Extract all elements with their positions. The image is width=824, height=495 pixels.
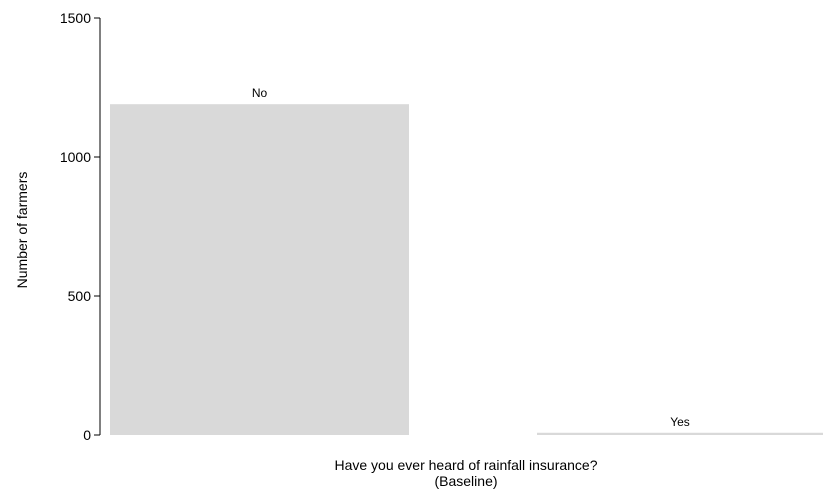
bar-label-yes: Yes [670, 415, 690, 429]
y-axis-title: Number of farmers [14, 172, 30, 289]
y-tick-label: 1500 [60, 10, 91, 26]
y-tick-label: 500 [68, 288, 92, 304]
y-tick-label: 0 [83, 427, 91, 443]
bars-group: No Yes [110, 86, 823, 436]
bar-no [110, 104, 409, 436]
bar-label-no: No [252, 86, 268, 100]
y-axis: 0 500 1000 1500 [60, 10, 101, 443]
x-axis-subtitle: (Baseline) [434, 473, 497, 489]
bar-yes [537, 432, 823, 435]
y-tick-label: 1000 [60, 149, 91, 165]
x-axis-title: Have you ever heard of rainfall insuranc… [334, 457, 597, 473]
